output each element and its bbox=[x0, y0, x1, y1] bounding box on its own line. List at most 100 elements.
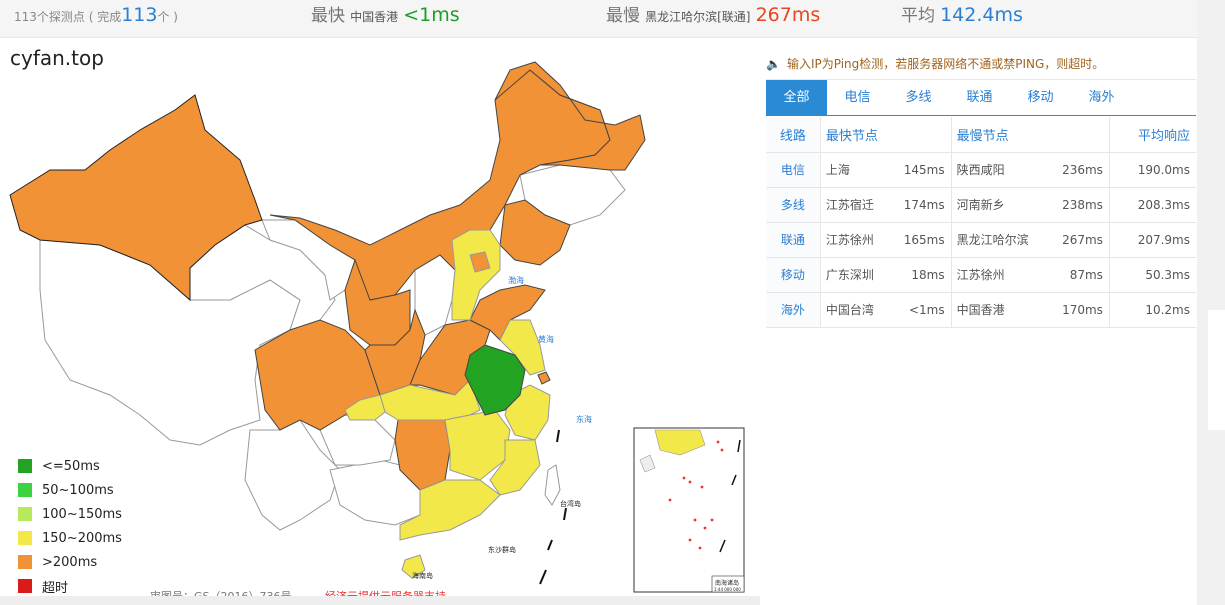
legend-swatch bbox=[18, 483, 32, 497]
probe-prefix: 113个探测点 ( 完成 bbox=[14, 10, 122, 24]
row-fast-node: 江苏徐州 bbox=[820, 222, 901, 258]
table-row: 电信 上海 145ms 陕西咸阳 236ms 190.0ms bbox=[766, 152, 1196, 188]
region-hebei[interactable] bbox=[451, 229, 501, 321]
legend-item: >200ms bbox=[18, 550, 122, 574]
legend-swatch bbox=[18, 555, 32, 569]
row-fast-node: 中国台湾 bbox=[820, 292, 901, 328]
row-fast-node: 广东深圳 bbox=[820, 257, 901, 293]
fastest-stat: 最快 中国香港 <1ms bbox=[311, 0, 460, 38]
slowest-label: 最慢 bbox=[606, 6, 640, 26]
legend-label: 50~100ms bbox=[42, 482, 114, 498]
region-fujian[interactable] bbox=[489, 439, 541, 496]
legend-label: <=50ms bbox=[42, 458, 100, 474]
region-xinjiang[interactable] bbox=[9, 94, 263, 302]
fastest-node: 中国香港 bbox=[350, 10, 399, 24]
notice-text: 输入IP为Ping检测，若服务器网络不通或禁PING，则超时。 bbox=[786, 57, 1105, 71]
row-line[interactable]: 多线 bbox=[766, 187, 821, 223]
header-avg: 平均响应 bbox=[1109, 117, 1196, 153]
row-line[interactable]: 电信 bbox=[766, 152, 821, 188]
row-slow-node: 中国香港 bbox=[951, 292, 1062, 328]
table-row: 多线 江苏宿迁 174ms 河南新乡 238ms 208.3ms bbox=[766, 187, 1196, 223]
row-fast-ms: <1ms bbox=[900, 292, 952, 328]
region-hubei-yellow[interactable] bbox=[379, 379, 481, 421]
row-slow-ms: 267ms bbox=[1061, 222, 1110, 258]
tab-2[interactable]: 多线 bbox=[905, 90, 932, 105]
row-avg: 208.3ms bbox=[1109, 187, 1196, 223]
probe-count: 113 bbox=[121, 4, 158, 26]
label-hainan: 海南岛 bbox=[412, 571, 433, 580]
region-hainan[interactable] bbox=[401, 554, 426, 579]
label-bohai: 渤海 bbox=[508, 275, 524, 285]
row-line[interactable]: 联通 bbox=[766, 222, 821, 258]
average-stat: 平均 142.4ms bbox=[901, 0, 1023, 38]
slowest-stat: 最慢 黑龙江哈尔滨[联通] 267ms bbox=[606, 0, 820, 38]
legend-label: 100~150ms bbox=[42, 506, 122, 522]
region-chongqing[interactable] bbox=[344, 394, 386, 421]
region-guangdong[interactable] bbox=[399, 479, 501, 541]
stats-bar: 113个探测点 ( 完成113个 ) 最快 中国香港 <1ms 最慢 黑龙江哈尔… bbox=[0, 0, 1197, 38]
china-ping-map: 渤海 黄海 东海 台湾岛 海南岛 东沙群岛 南海诸岛 1:44 000 000 bbox=[9, 61, 745, 593]
probe-summary: 113个探测点 ( 完成113个 ) bbox=[14, 0, 178, 38]
header-line: 线路 bbox=[766, 117, 821, 153]
row-slow-ms: 236ms bbox=[1061, 152, 1110, 188]
average-label: 平均 bbox=[901, 6, 935, 26]
legend-item: 150~200ms bbox=[18, 526, 122, 550]
legend-item: 50~100ms bbox=[18, 478, 122, 502]
slowest-node: 黑龙江哈尔滨[联通] bbox=[645, 10, 751, 24]
legend-label: >200ms bbox=[42, 554, 98, 570]
label-taiwan: 台湾岛 bbox=[560, 499, 581, 508]
slowest-value: 267ms bbox=[755, 4, 821, 26]
legend-label: 超时 bbox=[42, 580, 69, 596]
region-taiwan[interactable] bbox=[544, 464, 561, 506]
legend-swatch bbox=[18, 579, 32, 593]
line-tabs: 全部 电信 多线 联通 移动 海外 bbox=[766, 79, 1196, 116]
header-fastest: 最快节点 bbox=[820, 117, 952, 153]
row-slow-node: 江苏徐州 bbox=[951, 257, 1062, 293]
region-anhui[interactable] bbox=[464, 344, 526, 416]
region-shanxi[interactable] bbox=[414, 254, 456, 336]
bottom-scrollbar[interactable] bbox=[0, 596, 760, 605]
legend-item: 超时 bbox=[18, 574, 122, 598]
table-row: 海外 中国台湾 <1ms 中国香港 170ms 10.2ms bbox=[766, 292, 1196, 328]
row-avg: 50.3ms bbox=[1109, 257, 1196, 293]
label-dongsha: 东沙群岛 bbox=[488, 545, 516, 554]
tab-3[interactable]: 联通 bbox=[966, 90, 993, 105]
row-avg: 190.0ms bbox=[1109, 152, 1196, 188]
legend-item: <=50ms bbox=[18, 454, 122, 478]
legend-swatch bbox=[18, 531, 32, 545]
row-avg: 10.2ms bbox=[1109, 292, 1196, 328]
inset-title: 南海诸岛 bbox=[715, 579, 739, 587]
table-row: 移动 广东深圳 18ms 江苏徐州 87ms 50.3ms bbox=[766, 257, 1196, 293]
ping-summary-table: 线路 最快节点 最慢节点 平均响应 电信 上海 145ms 陕西咸阳 236ms 190.… bbox=[766, 117, 1196, 328]
table-header-row: 线路 最快节点 最慢节点 平均响应 bbox=[766, 117, 1196, 153]
region-liaoning[interactable] bbox=[499, 199, 571, 266]
fastest-label: 最快 bbox=[311, 6, 345, 26]
legend-item: 100~150ms bbox=[18, 502, 122, 526]
region-shanghai[interactable] bbox=[537, 371, 551, 385]
legend: <=50ms 50~100ms 100~150ms 150~200ms >200ms 超时 bbox=[18, 454, 122, 598]
region-shandong[interactable] bbox=[469, 284, 546, 341]
region-heilongjiang[interactable] bbox=[494, 61, 646, 171]
page-right-edge bbox=[1197, 0, 1225, 605]
legend-swatch bbox=[18, 459, 32, 473]
row-slow-ms: 238ms bbox=[1061, 187, 1110, 223]
row-slow-node: 陕西咸阳 bbox=[951, 152, 1062, 188]
row-slow-ms: 170ms bbox=[1061, 292, 1110, 328]
tab-0[interactable]: 全部 bbox=[766, 80, 827, 116]
average-value: 142.4ms bbox=[940, 4, 1023, 26]
south-china-sea-inset: 南海诸岛 1:44 000 000 bbox=[633, 427, 745, 593]
row-fast-ms: 165ms bbox=[900, 222, 952, 258]
header-slowest: 最慢节点 bbox=[951, 117, 1110, 153]
tab-5[interactable]: 海外 bbox=[1088, 90, 1115, 105]
row-avg: 207.9ms bbox=[1109, 222, 1196, 258]
region-beijing[interactable] bbox=[469, 251, 491, 273]
row-fast-node: 江苏宿迁 bbox=[820, 187, 901, 223]
page-right-panel bbox=[1208, 310, 1225, 430]
site-name: cyfan.top bbox=[10, 46, 104, 70]
row-line[interactable]: 移动 bbox=[766, 257, 821, 293]
fastest-value: <1ms bbox=[403, 4, 460, 26]
row-fast-node: 上海 bbox=[820, 152, 901, 188]
row-line[interactable]: 海外 bbox=[766, 292, 821, 328]
tab-4[interactable]: 移动 bbox=[1027, 90, 1054, 105]
tab-1[interactable]: 电信 bbox=[844, 90, 871, 105]
